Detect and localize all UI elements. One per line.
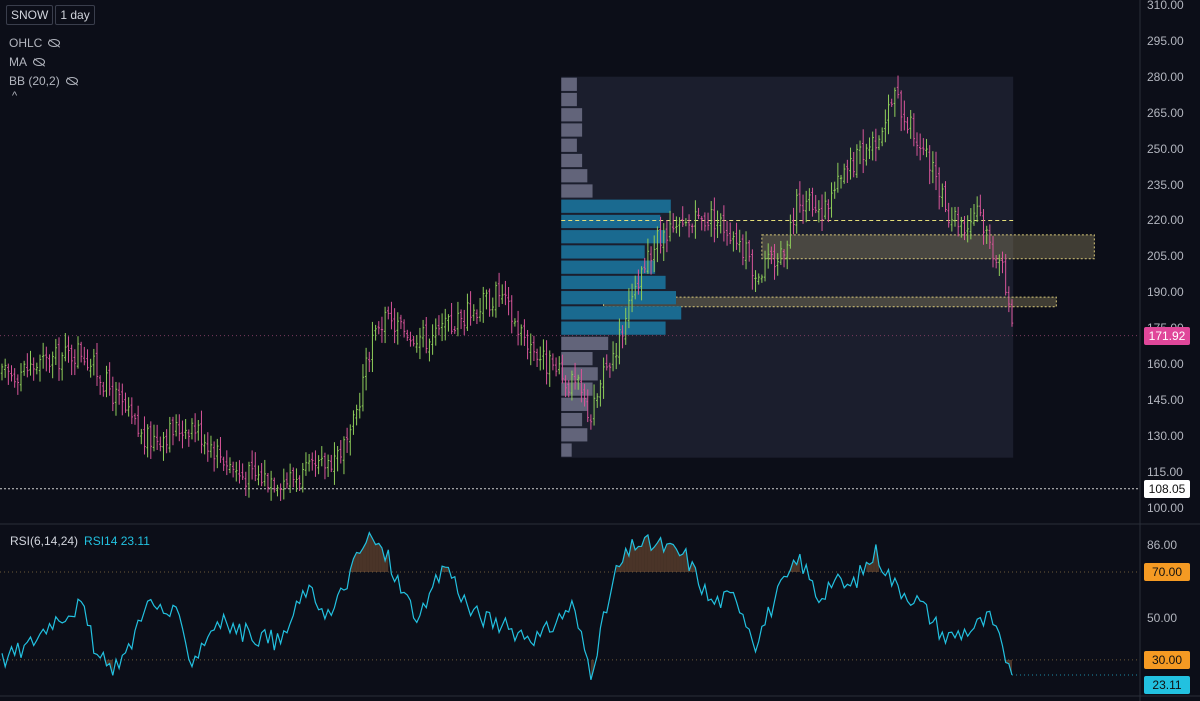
price-axis-label: 130.00 <box>1147 429 1184 444</box>
volume-profile-row <box>561 123 583 137</box>
price-axis-label: 115.00 <box>1147 465 1183 480</box>
rsi-overbought-fill <box>359 548 363 572</box>
rsi-overbought-fill <box>670 543 674 572</box>
rsi-overbought-fill <box>638 546 642 572</box>
volume-profile-row <box>561 153 583 168</box>
rsi-overbought-fill <box>673 544 677 572</box>
rsi-overbought-fill <box>657 537 661 572</box>
indicator-ma[interactable]: MA <box>9 52 97 71</box>
indicator-label: OHLC <box>9 35 43 50</box>
eye-hidden-icon[interactable] <box>65 76 78 85</box>
volume-profile-row <box>561 443 572 457</box>
volume-profile-row <box>561 92 577 107</box>
last-price-badge: 171.92 <box>1144 326 1190 345</box>
rsi-overbought-fill <box>362 542 367 572</box>
rsi-overbought-fill <box>616 565 620 572</box>
price-axis-label: 205.00 <box>1147 249 1184 264</box>
eye-hidden-icon[interactable] <box>48 38 61 47</box>
indicator-label: MA <box>9 54 27 69</box>
rsi-overbought-fill <box>635 546 639 572</box>
rsi-title: RSI(6,14,24) <box>10 534 79 548</box>
volume-profile-row <box>561 214 661 229</box>
indicator-bb[interactable]: BB (20,2) <box>9 71 97 90</box>
price-axis-label: 265.00 <box>1147 105 1184 120</box>
price-axis-label: 145.00 <box>1147 393 1184 408</box>
volume-profile-row <box>561 108 583 122</box>
rsi-overbought-fill <box>356 552 360 572</box>
rsi-overbought-fill <box>619 562 623 572</box>
rsi-overbought-fill <box>666 543 671 572</box>
volume-profile-row <box>561 336 609 351</box>
volume-profile-row <box>561 367 598 381</box>
rsi-overbought-fill <box>378 543 382 572</box>
rsi-overbought-fill <box>682 548 686 572</box>
rsi-overbought-fill <box>381 547 386 572</box>
volume-profile-row <box>561 199 671 213</box>
volume-profile-row <box>561 230 666 244</box>
rsi-overbought-fill <box>679 554 683 572</box>
volume-profile-row <box>561 184 593 198</box>
volume-profile-row <box>561 321 666 335</box>
rsi-overbought-fill <box>793 560 797 572</box>
rsi-legend: RSI(6,14,24) RSI14 23.11 <box>10 534 150 548</box>
rsi-70-badge: 70.00 <box>1144 562 1190 581</box>
rsi-series-label: RSI14 <box>84 534 118 548</box>
supply-demand-zone <box>761 234 1095 260</box>
rsi-line <box>1 531 1013 680</box>
rsi-overbought-fill <box>866 562 870 572</box>
price-axis-label: 235.00 <box>1147 177 1184 192</box>
chart-legend: SNOW 1 day OHLC MA BB (20,2) ^ <box>6 5 97 102</box>
symbol-label[interactable]: SNOW <box>6 5 54 25</box>
rsi-overbought-fill <box>445 567 449 572</box>
price-axis-label: 220.00 <box>1147 213 1184 228</box>
volume-profile-row <box>561 245 645 259</box>
supply-demand-zone <box>603 296 1057 308</box>
price-axis-label: 100.00 <box>1147 501 1184 516</box>
volume-profile-row <box>561 352 593 366</box>
rsi-oversold-fill <box>106 659 110 666</box>
indicator-label: BB (20,2) <box>9 73 60 88</box>
rsi-overbought-fill <box>385 549 389 572</box>
rsi-axis-label: 50.00 <box>1147 611 1178 625</box>
rsi-value: 23.11 <box>120 534 150 548</box>
rsi-overbought-fill <box>644 534 648 572</box>
price-axis-label: 280.00 <box>1147 69 1184 84</box>
rsi-overbought-fill <box>869 562 873 572</box>
rsi-overbought-fill <box>651 547 655 572</box>
volume-profile-row <box>561 138 577 152</box>
price-axis-label: 310.00 <box>1147 0 1184 12</box>
price-axis-label: 190.00 <box>1147 285 1184 300</box>
rsi-overbought-fill <box>366 532 370 572</box>
volume-profile-row <box>561 275 666 290</box>
volume-profile-row <box>561 260 656 274</box>
price-axis-label: 295.00 <box>1147 33 1184 48</box>
low-line-badge: 108.05 <box>1144 479 1190 498</box>
price-axis-label: 160.00 <box>1147 357 1184 372</box>
rsi-30-badge: 30.00 <box>1144 650 1190 669</box>
rsi-overbought-fill <box>372 538 376 572</box>
price-axis-label: 250.00 <box>1147 141 1184 156</box>
volume-profile-row <box>561 428 588 442</box>
rsi-overbought-fill <box>641 537 645 572</box>
indicator-ohlc[interactable]: OHLC <box>9 33 97 52</box>
eye-hidden-icon[interactable] <box>33 57 45 66</box>
rsi-axis-label: 86.00 <box>1147 538 1178 552</box>
rsi-current-badge: 23.11 <box>1144 675 1190 694</box>
rsi-overbought-fill <box>442 566 446 572</box>
rsi-overbought-fill <box>369 532 373 572</box>
rsi-overbought-fill <box>628 539 633 572</box>
rsi-overbought-fill <box>654 542 658 572</box>
volume-profile-row <box>561 412 583 427</box>
collapse-chevron-icon[interactable]: ^ <box>12 90 18 102</box>
rsi-overbought-fill <box>647 534 652 572</box>
rsi-overbought-fill <box>660 537 664 572</box>
volume-profile-row <box>561 169 588 183</box>
volume-profile-row <box>561 291 677 305</box>
volume-profile-row <box>561 306 682 320</box>
volume-profile-row <box>561 77 577 91</box>
rsi-overbought-fill <box>375 543 379 572</box>
volume-profile-row <box>561 397 588 411</box>
interval-label[interactable]: 1 day <box>55 5 95 25</box>
